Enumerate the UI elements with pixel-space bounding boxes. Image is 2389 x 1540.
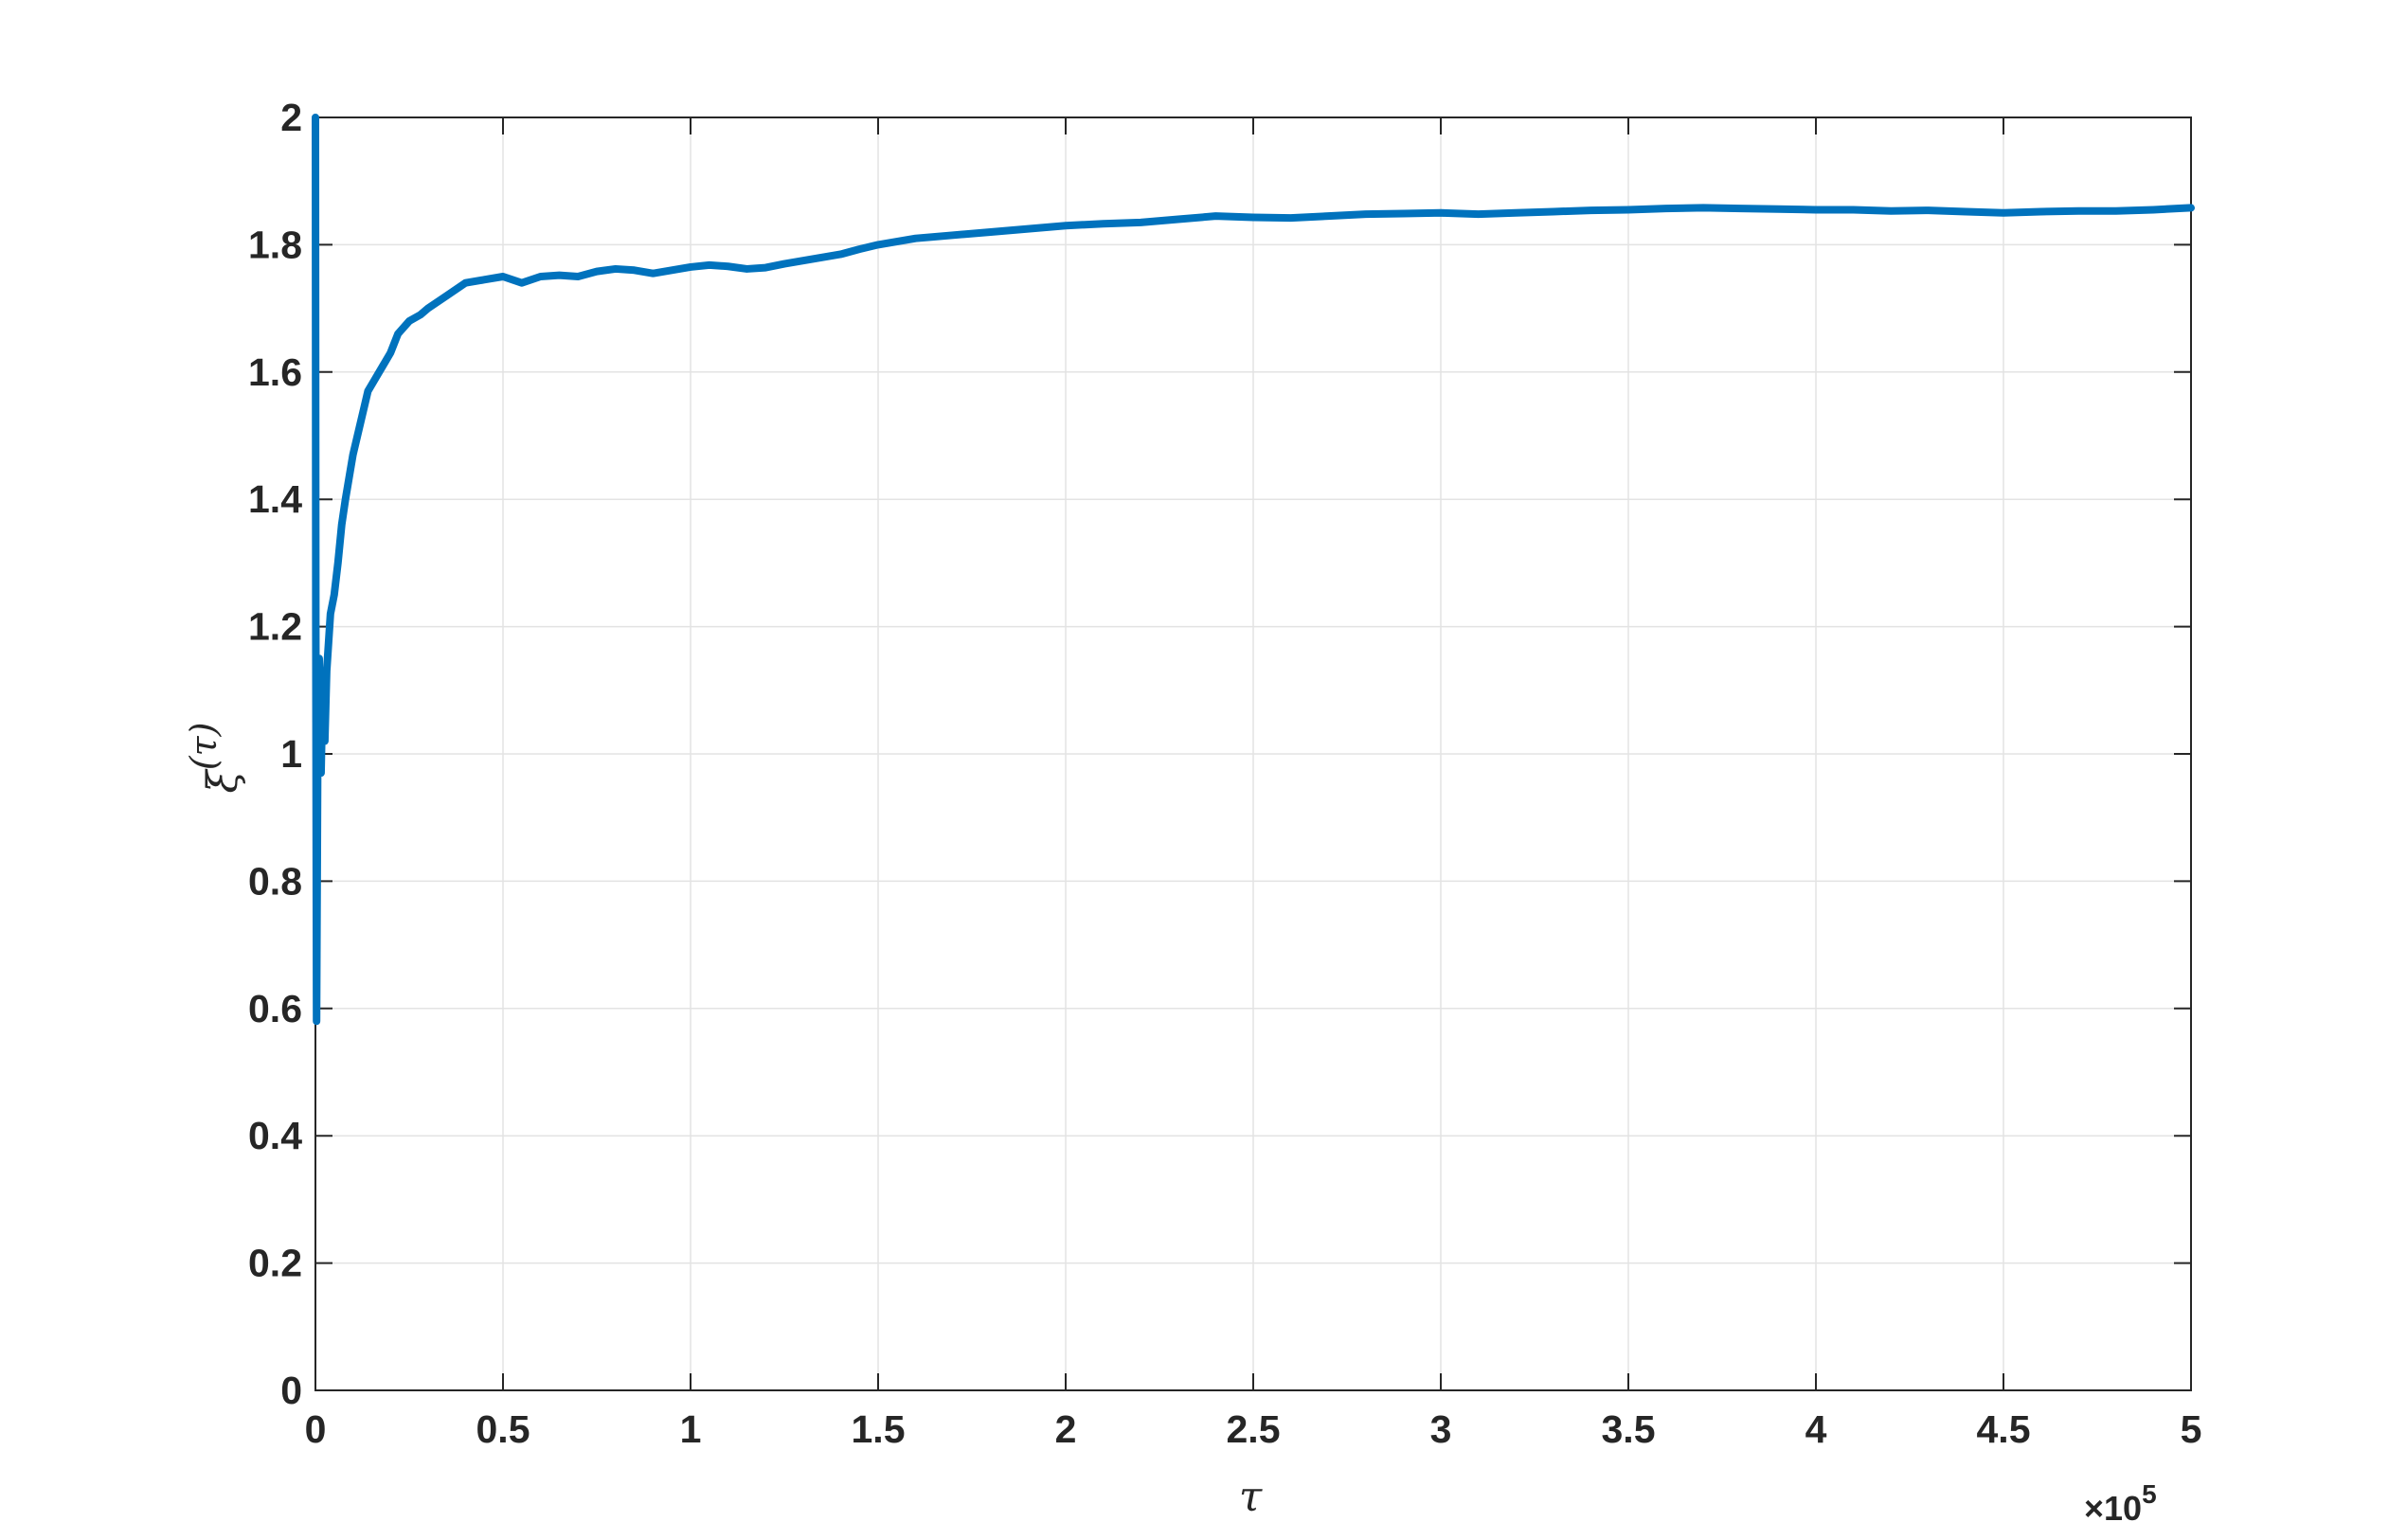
y-tick-label: 2 [280, 96, 302, 139]
y-tick-label: 1.4 [248, 477, 302, 521]
x-tick-label: 1.5 [852, 1407, 906, 1451]
y-tick-label: 0.8 [248, 859, 302, 903]
x-tick-label: 3.5 [1602, 1407, 1656, 1451]
x-exponent-power: 5 [2142, 1479, 2157, 1509]
svg-text:ξ(τ): ξ(τ) [183, 723, 247, 794]
x-tick-label: 1 [680, 1407, 702, 1451]
x-tick-label: 0.5 [476, 1407, 530, 1451]
y-tick-label: 1.8 [248, 223, 302, 266]
x-tick-label: 0 [305, 1407, 327, 1451]
y-tick-label: 0.4 [248, 1114, 302, 1157]
data-series-line [312, 114, 2195, 1026]
x-tick-label: 4.5 [1977, 1407, 2031, 1451]
x-exponent-times: ×10 [2084, 1489, 2142, 1528]
x-tick-labels: 0 0.5 1 1.5 2 2.5 3 3.5 4 4.5 5 [305, 1407, 2202, 1451]
y-tick-label: 0.2 [248, 1242, 302, 1285]
y-axis-title: ξ(τ) [183, 723, 247, 794]
y-tick-label: 1 [280, 732, 302, 776]
y-tick-label: 0 [280, 1369, 302, 1412]
x-tick-label: 2 [1055, 1407, 1077, 1451]
y-axis-title-base: ξ [199, 767, 247, 793]
y-tick-label: 1.6 [248, 350, 302, 394]
x-tick-label: 5 [2181, 1407, 2202, 1451]
y-tick-labels: 0 0.2 0.4 0.6 0.8 1 1.2 1.4 1.6 1.8 2 [248, 96, 302, 1412]
x-axis-title: τ [1239, 1473, 1263, 1521]
y-tick-label: 1.2 [248, 605, 302, 649]
x-axis-exponent: ×105 [2084, 1479, 2157, 1528]
y-axis-title-sup: (τ) [183, 723, 225, 771]
x-tick-label: 3 [1430, 1407, 1452, 1451]
x-tick-label: 4 [1805, 1407, 1827, 1451]
x-tick-label: 2.5 [1227, 1407, 1281, 1451]
y-tick-label: 0.6 [248, 987, 302, 1030]
